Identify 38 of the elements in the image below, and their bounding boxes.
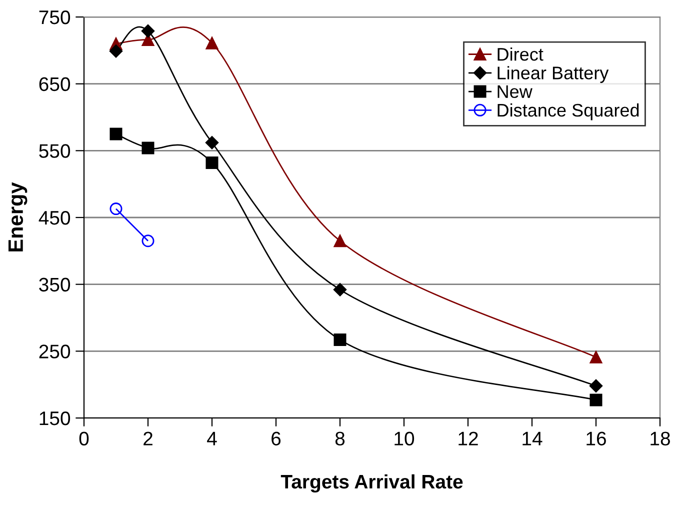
x-tick-label: 6 xyxy=(272,432,281,446)
x-tick-label: 4 xyxy=(207,432,217,446)
y-tick-label: 350 xyxy=(39,278,70,292)
point xyxy=(110,202,122,216)
legend-label: Direct xyxy=(498,47,544,61)
point xyxy=(334,334,346,346)
y-tick-label: 150 xyxy=(40,411,70,426)
y-tick-label: 250 xyxy=(39,344,70,358)
legend-label: New xyxy=(498,85,532,98)
point xyxy=(206,36,218,50)
y-tick-label: 450 xyxy=(38,210,70,225)
point xyxy=(142,142,154,154)
x-tick-label: 2 xyxy=(144,432,152,446)
x-tick-label: 16 xyxy=(586,432,606,446)
point xyxy=(109,44,123,58)
y-tick-label: 550 xyxy=(39,144,70,158)
point xyxy=(333,283,347,296)
legend-label: Linear Battery xyxy=(498,66,609,83)
x-tick-label: 8 xyxy=(335,432,345,446)
point xyxy=(141,24,155,38)
point xyxy=(206,156,218,169)
x-tick-label: 18 xyxy=(650,432,670,446)
x-tick-label: 14 xyxy=(522,432,542,446)
point xyxy=(590,394,602,406)
point xyxy=(334,234,346,248)
x-tick-label: 12 xyxy=(458,432,478,446)
y-tick-label: 750 xyxy=(39,10,70,24)
point xyxy=(110,128,122,140)
y-tick-label: 650 xyxy=(39,77,70,92)
point xyxy=(590,350,602,364)
point xyxy=(589,379,603,393)
legend-label: Distance Squared xyxy=(498,103,639,120)
x-tick-label: 10 xyxy=(394,432,414,446)
x-tick-label: 0 xyxy=(79,432,89,446)
point xyxy=(142,234,154,248)
y-axis-title: Energy xyxy=(8,182,28,252)
x-axis-title: Targets Arrival Rate xyxy=(280,474,463,493)
point xyxy=(205,136,219,150)
